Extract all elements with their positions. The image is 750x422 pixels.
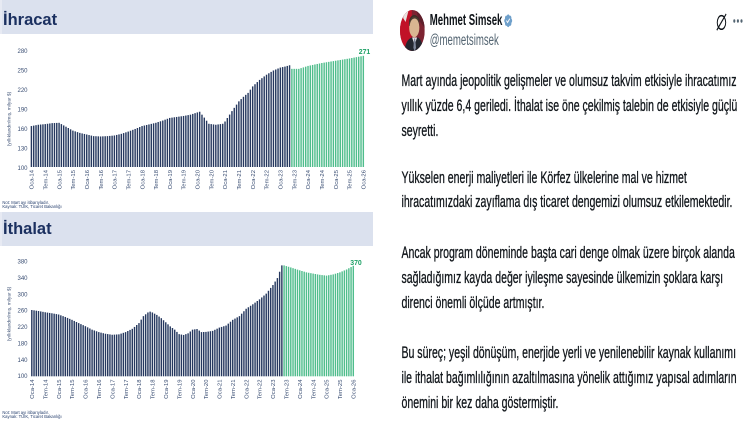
svg-text:Oca-14: Oca-14 (30, 169, 36, 189)
svg-text:130: 130 (17, 146, 28, 152)
svg-text:Tem-22: Tem-22 (258, 380, 264, 400)
svg-text:220: 220 (17, 325, 28, 331)
svg-text:271: 271 (359, 49, 371, 56)
svg-text:Tem-25: Tem-25 (338, 379, 344, 399)
svg-text:Oca-21: Oca-21 (218, 380, 224, 399)
svg-text:Tem-24: Tem-24 (320, 169, 326, 189)
svg-text:380: 380 (17, 260, 28, 266)
svg-text:Tem-25: Tem-25 (348, 169, 354, 189)
svg-text:Tem-17: Tem-17 (124, 380, 130, 400)
svg-text:Oca-26: Oca-26 (362, 169, 368, 189)
svg-text:Tem-24: Tem-24 (311, 379, 317, 399)
svg-text:Not: Mart ayı itibarıyladır.: Not: Mart ayı itibarıyladır. (2, 200, 49, 205)
svg-text:Oca-19: Oca-19 (164, 380, 170, 399)
svg-text:Oca-15: Oca-15 (57, 379, 63, 399)
svg-text:220: 220 (17, 88, 28, 94)
svg-text:Kaynak: TÜİK, Ticaret Bakanlığ: Kaynak: TÜİK, Ticaret Bakanlığı (2, 414, 61, 419)
svg-text:Tem-17: Tem-17 (126, 170, 132, 190)
svg-text:Tem-23: Tem-23 (292, 169, 298, 189)
svg-text:250: 250 (17, 68, 28, 74)
svg-text:160: 160 (17, 127, 28, 133)
svg-text:Tem-14: Tem-14 (43, 169, 49, 189)
svg-text:Tem-16: Tem-16 (97, 379, 103, 399)
svg-text:Oca-22: Oca-22 (251, 170, 257, 189)
svg-text:Tem-19: Tem-19 (177, 380, 183, 400)
svg-text:Tem-20: Tem-20 (204, 379, 210, 399)
svg-text:Tem-18: Tem-18 (154, 169, 160, 189)
svg-text:370: 370 (350, 260, 362, 267)
svg-text:Oca-23: Oca-23 (271, 379, 277, 399)
svg-text:Oca-24: Oca-24 (298, 379, 304, 399)
svg-text:Kaynak: TÜİK, Ticaret Bakanlığ: Kaynak: TÜİK, Ticaret Bakanlığı (2, 204, 61, 209)
svg-text:(yıllıklandırılmış, milyar $): (yıllıklandırılmış, milyar $) (7, 91, 13, 146)
svg-text:Oca-23: Oca-23 (279, 169, 285, 189)
svg-text:Oca-25: Oca-25 (325, 379, 331, 399)
svg-text:Oca-20: Oca-20 (191, 379, 197, 399)
svg-text:Tem-16: Tem-16 (99, 169, 105, 189)
svg-text:Oca-19: Oca-19 (168, 170, 174, 189)
svg-text:Not: Mart ayı itibarıyladır.: Not: Mart ayı itibarıyladır. (2, 410, 49, 415)
svg-text:260: 260 (17, 309, 28, 315)
svg-text:300: 300 (17, 292, 28, 298)
svg-text:Tem-19: Tem-19 (182, 170, 188, 190)
svg-text:Tem-22: Tem-22 (265, 170, 271, 190)
svg-text:Oca-25: Oca-25 (334, 169, 340, 189)
svg-text:Oca-17: Oca-17 (110, 380, 116, 399)
svg-text:180: 180 (17, 341, 28, 347)
svg-text:190: 190 (17, 107, 28, 113)
svg-text:100: 100 (17, 166, 28, 172)
svg-text:140: 140 (17, 358, 28, 364)
svg-text:Oca-16: Oca-16 (84, 379, 90, 399)
svg-text:Oca-20: Oca-20 (196, 169, 202, 189)
svg-text:Tem-20: Tem-20 (209, 169, 215, 189)
svg-text:Tem-14: Tem-14 (43, 379, 49, 399)
svg-text:Oca-17: Oca-17 (113, 170, 119, 189)
svg-text:Oca-14: Oca-14 (30, 379, 36, 399)
svg-text:(yıllıklandırılmış, milyar $): (yıllıklandırılmış, milyar $) (7, 286, 13, 341)
svg-text:Tem-21: Tem-21 (231, 380, 237, 400)
svg-text:Oca-24: Oca-24 (306, 169, 312, 189)
svg-text:Tem-23: Tem-23 (285, 379, 291, 399)
svg-text:280: 280 (17, 49, 28, 55)
svg-text:Oca-22: Oca-22 (244, 380, 250, 399)
svg-text:Oca-26: Oca-26 (352, 379, 358, 399)
svg-text:Oca-18: Oca-18 (140, 169, 146, 189)
svg-text:Tem-18: Tem-18 (151, 379, 157, 399)
svg-text:340: 340 (17, 276, 28, 282)
svg-text:Tem-15: Tem-15 (70, 379, 76, 399)
svg-text:100: 100 (17, 374, 28, 380)
svg-text:Oca-21: Oca-21 (223, 170, 229, 189)
svg-text:Tem-21: Tem-21 (237, 170, 243, 190)
svg-text:Oca-15: Oca-15 (57, 169, 63, 189)
svg-text:Oca-18: Oca-18 (137, 379, 143, 399)
svg-text:Tem-15: Tem-15 (71, 169, 77, 189)
svg-text:Oca-16: Oca-16 (85, 169, 91, 189)
